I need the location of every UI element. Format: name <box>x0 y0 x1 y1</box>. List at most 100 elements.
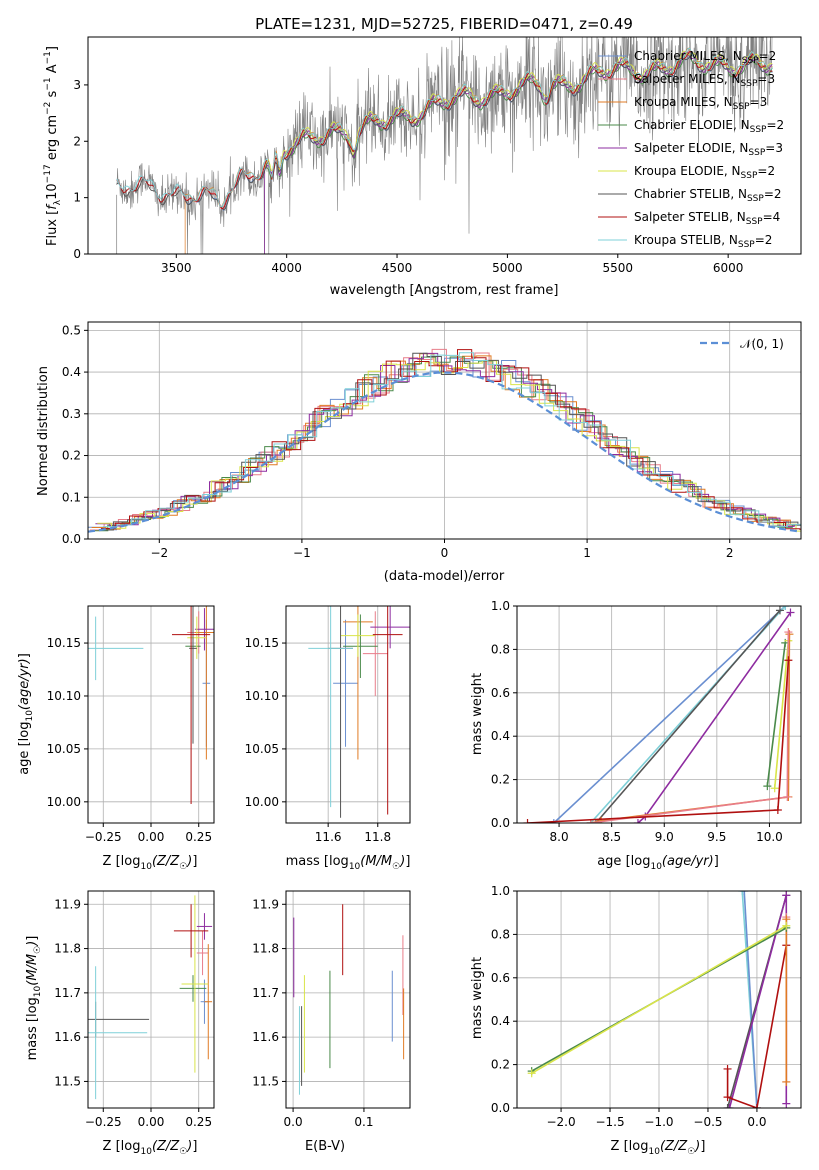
residuals-gauss-curve <box>88 371 801 533</box>
age_vs_mass-xtick-label-0: 11.6 <box>315 830 342 844</box>
age_vs_mass-ytick-label-0: 10.00 <box>245 795 279 809</box>
age-Z-ylabel-sub: 10 <box>25 710 35 722</box>
age-M-xlabel-a: mass [log <box>286 854 349 869</box>
weight_vs_age-marker-chabrier_miles-0 <box>549 819 558 823</box>
residuals-plot-area <box>88 322 801 539</box>
weight_vs_age-marker-chabrier_stelib-1 <box>775 606 784 615</box>
spectrum-legend-label-post-8: =2 <box>755 233 773 247</box>
spectrum-ylabel-part-9: A <box>45 64 60 77</box>
w-Z-xlabel-c: ) <box>694 1139 700 1154</box>
age-Z-xlabel: Z [log10(Z/Z☉)] <box>103 854 198 872</box>
weight_vs_age-ytick-label-1: 0.2 <box>491 773 510 787</box>
age-vs-metallicity-panel: age [log10(age/yr)] Z [log10(Z/Z☉)] −0.2… <box>17 605 215 872</box>
weight_vs_Z-ytick-label-3: 0.6 <box>491 971 510 985</box>
residuals-panel: (data-model)/error Normed distribution −… <box>36 321 802 584</box>
spectrum-legend-label-pre-0: Chabrier MILES, N <box>634 49 742 63</box>
mass_vs_Z-ticks: −0.25 0.00 0.25 11.5 11.6 11.7 11.8 11.9 <box>54 897 212 1129</box>
residuals-hist-kroupa_elodie <box>97 360 801 532</box>
spectrum-legend-label-pre-3: Chabrier ELODIE, N <box>634 118 750 132</box>
spectrum-legend-label-sub-8: SSP <box>738 240 755 250</box>
residuals-ytick-label-5: 0.5 <box>62 323 81 337</box>
spectrum-ylabel-part-1: f <box>45 203 60 210</box>
weight_vs_Z-xtick-label-4: 0.0 <box>747 1115 766 1129</box>
age-M-xlabel-c: ) <box>399 854 405 869</box>
weight_vs_Z-ytick-label-4: 0.8 <box>491 927 510 941</box>
age_vs_Z-ytick-label-1: 10.05 <box>47 742 81 756</box>
spectrum-legend-label-pre-7: Salpeter STELIB, N <box>634 210 746 224</box>
age-Z-xlabel-d: ] <box>192 854 197 869</box>
weight_vs_Z-line-kroupa_elodie <box>531 925 787 1074</box>
mass-Z-xlabel-b: (Z/Z <box>152 1139 180 1154</box>
spectrum-legend-label-post-7: =4 <box>763 210 781 224</box>
spectrum-plot-area <box>116 37 773 254</box>
weight_vs_Z-line-chabrier_miles <box>743 891 758 1108</box>
weight_vs_Z-ytick-label-0: 0.0 <box>491 1101 510 1115</box>
spectrum-legend-label-pre-8: Kroupa STELIB, N <box>634 233 738 247</box>
spectrum-ylabel-part-0: Flux [ <box>45 210 60 246</box>
spectrum-legend-label-sub-4: SSP <box>748 148 765 158</box>
mass_vs_ebv-ytick-label-2: 11.7 <box>252 986 279 1000</box>
weight_vs_age-ytick-label-0: 0.0 <box>491 816 510 830</box>
w-Z-xlabel-sub: 10 <box>648 1147 660 1157</box>
spectrum-ytick-label-3: 3 <box>73 78 81 92</box>
age-Z-ylabel-c: ] <box>17 653 32 658</box>
weight_vs_Z-xtick-label-2: −1.0 <box>644 1115 673 1129</box>
age-Z-ylabel-b: (age/yr) <box>17 658 32 710</box>
spectrum-legend-label-post-4: =3 <box>765 141 783 155</box>
age_vs_Z-xtick-label-0: −0.25 <box>85 830 122 844</box>
w-age-xlabel-a: age [log <box>597 854 650 869</box>
spectrum-legend-label-sub-6: SSP <box>747 194 764 204</box>
weight_vs_Z-ytick-label-2: 0.4 <box>491 1014 510 1028</box>
mass_vs_Z-ytick-label-0: 11.5 <box>54 1074 81 1088</box>
age-Z-xlabel-a: Z [log <box>103 854 141 869</box>
age-Z-xlabel-sub: 10 <box>140 862 152 872</box>
weight_vs_age-marker-salpeter_elodie-0 <box>633 819 642 823</box>
weight_vs_age-ytick-label-3: 0.6 <box>491 686 510 700</box>
spectrum-xtick-label-0: 3500 <box>161 261 192 275</box>
weight_vs_age-marker-kroupa_elodie-0 <box>770 784 779 793</box>
residuals-xtick-label-4: 2 <box>726 546 734 560</box>
mass_vs_Z-ytick-label-2: 11.7 <box>54 986 81 1000</box>
mass_vs_Z-ytick-label-3: 11.8 <box>54 942 81 956</box>
mass_vs_ebv-ytick-label-1: 11.6 <box>252 1030 279 1044</box>
mass_vs_ebv-ytick-label-0: 11.5 <box>252 1074 279 1088</box>
weight_vs_age-line-chabrier_elodie <box>766 642 786 787</box>
spectrum-ylabel-part-3: 10 <box>45 183 60 200</box>
weight_vs_age-marker-salpeter_miles-2 <box>784 628 793 637</box>
spectrum-legend-label-pre-6: Chabrier STELIB, N <box>634 187 747 201</box>
age-M-xlabel-d: ] <box>405 854 410 869</box>
mass-E-xlabel: E(B-V) <box>305 1139 345 1154</box>
w-age-xlabel-b: (age/yr) <box>662 854 714 869</box>
w-age-xlabel-c: ] <box>714 854 719 869</box>
spectrum-ytick-label-0: 0 <box>73 247 81 261</box>
weight_vs_Z-marker-kroupa_elodie-1 <box>782 921 791 930</box>
residuals-ylabel: Normed distribution <box>36 366 51 496</box>
age_vs_mass-frame <box>285 605 411 824</box>
weight_vs_Z-marker-kroupa_elodie-0 <box>527 1069 536 1078</box>
age_vs_Z-ticks: −0.25 0.00 0.25 10.00 10.05 10.10 10.15 <box>47 636 212 844</box>
weight_vs_Z-marker-salpeter_stelib-2 <box>752 1104 761 1108</box>
weight_vs_age-line-chabrier_stelib <box>595 609 781 823</box>
weight_vs_Z-line-salpeter_stelib <box>726 945 788 1108</box>
age-Z-xlabel-sun: ☉ <box>179 862 187 872</box>
spectrum-title: PLATE=1231, MJD=52725, FIBERID=0471, z=0… <box>255 15 633 33</box>
mass-Z-ylabel-d: ] <box>25 936 40 941</box>
weight_vs_age-ytick-label-5: 1.0 <box>491 599 510 613</box>
mass_vs_ebv-ytick-label-3: 11.8 <box>252 942 279 956</box>
mass-vs-metallicity-panel: mass [log10(M/M☉)] Z [log10(Z/Z☉)] −0.25… <box>25 890 215 1157</box>
spectrum-ytick-label-1: 1 <box>73 191 81 205</box>
spectrum-legend-label-2: Kroupa MILES, NSSP=3 <box>634 95 767 112</box>
residuals-ytick-label-0: 0.0 <box>62 532 81 546</box>
spectrum-legend-label-pre-5: Kroupa ELODIE, N <box>634 164 741 178</box>
w-Z-xlabel-b: (Z/Z <box>660 1139 688 1154</box>
residuals-xtick-label-2: 0 <box>441 546 449 560</box>
mass_vs_ebv-frame <box>285 890 411 1109</box>
mass_vs_Z-frame <box>87 890 215 1109</box>
age-vs-mass-panel: mass [log10(M/M☉)] 11.6 11.8 10.00 10.05 10.… <box>245 605 411 872</box>
weight_vs_age-xtick-label-4: 10.0 <box>756 830 783 844</box>
mass_vs_ebv-ticks: 0.0 0.1 11.5 11.6 11.7 11.8 11.9 <box>252 897 373 1129</box>
age_vs_mass-ytick-label-2: 10.10 <box>245 689 279 703</box>
residuals-xtick-label-0: −2 <box>150 546 168 560</box>
spectrum-legend-label-3: Chabrier ELODIE, NSSP=2 <box>634 118 784 135</box>
